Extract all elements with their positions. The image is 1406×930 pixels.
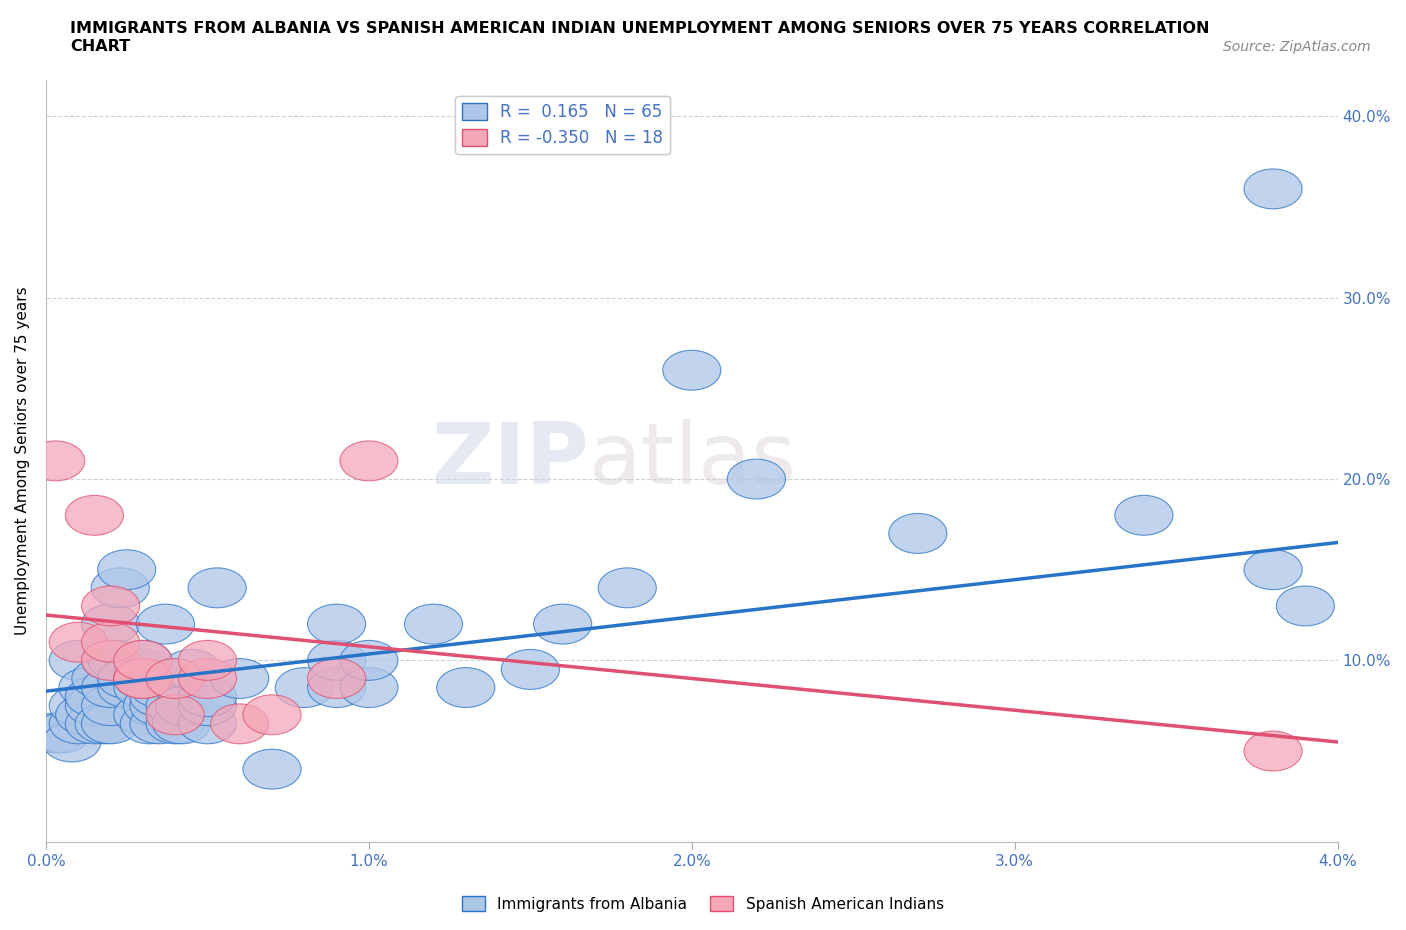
Ellipse shape — [34, 713, 91, 753]
Ellipse shape — [49, 685, 107, 725]
Ellipse shape — [179, 641, 236, 681]
Ellipse shape — [146, 695, 204, 735]
Ellipse shape — [162, 649, 221, 689]
Ellipse shape — [49, 704, 107, 744]
Ellipse shape — [49, 622, 107, 662]
Ellipse shape — [114, 641, 172, 681]
Ellipse shape — [114, 668, 172, 708]
Legend: Immigrants from Albania, Spanish American Indians: Immigrants from Albania, Spanish America… — [456, 889, 950, 918]
Ellipse shape — [146, 658, 204, 698]
Ellipse shape — [114, 641, 172, 681]
Legend: R =  0.165   N = 65, R = -0.350   N = 18: R = 0.165 N = 65, R = -0.350 N = 18 — [456, 96, 671, 154]
Ellipse shape — [89, 641, 146, 681]
Ellipse shape — [91, 568, 149, 608]
Ellipse shape — [179, 685, 236, 725]
Ellipse shape — [114, 649, 172, 689]
Ellipse shape — [27, 441, 84, 481]
Ellipse shape — [75, 704, 134, 744]
Ellipse shape — [1277, 586, 1334, 626]
Ellipse shape — [211, 704, 269, 744]
Ellipse shape — [129, 668, 188, 708]
Ellipse shape — [179, 704, 236, 744]
Ellipse shape — [124, 685, 181, 725]
Ellipse shape — [82, 586, 139, 626]
Ellipse shape — [82, 704, 139, 744]
Ellipse shape — [82, 668, 139, 708]
Text: CHART: CHART — [70, 39, 131, 54]
Ellipse shape — [114, 658, 172, 698]
Ellipse shape — [56, 695, 114, 735]
Ellipse shape — [179, 658, 236, 698]
Text: atlas: atlas — [589, 419, 796, 502]
Ellipse shape — [65, 685, 124, 725]
Ellipse shape — [82, 685, 139, 725]
Text: IMMIGRANTS FROM ALBANIA VS SPANISH AMERICAN INDIAN UNEMPLOYMENT AMONG SENIORS OV: IMMIGRANTS FROM ALBANIA VS SPANISH AMERI… — [70, 20, 1209, 35]
Ellipse shape — [42, 722, 101, 762]
Ellipse shape — [308, 668, 366, 708]
Ellipse shape — [82, 641, 139, 681]
Ellipse shape — [97, 550, 156, 590]
Ellipse shape — [340, 441, 398, 481]
Ellipse shape — [136, 604, 194, 644]
Ellipse shape — [598, 568, 657, 608]
Text: ZIP: ZIP — [430, 419, 589, 502]
Ellipse shape — [308, 641, 366, 681]
Ellipse shape — [727, 459, 786, 499]
Ellipse shape — [121, 704, 179, 744]
Ellipse shape — [1115, 496, 1173, 536]
Ellipse shape — [146, 658, 204, 698]
Ellipse shape — [27, 713, 84, 753]
Ellipse shape — [146, 704, 204, 744]
Ellipse shape — [65, 496, 124, 536]
Ellipse shape — [114, 658, 172, 698]
Ellipse shape — [308, 658, 366, 698]
Ellipse shape — [82, 641, 139, 681]
Ellipse shape — [276, 668, 333, 708]
Ellipse shape — [82, 622, 139, 662]
Ellipse shape — [152, 704, 211, 744]
Ellipse shape — [65, 677, 124, 717]
Ellipse shape — [308, 604, 366, 644]
Ellipse shape — [82, 604, 139, 644]
Ellipse shape — [533, 604, 592, 644]
Ellipse shape — [188, 568, 246, 608]
Ellipse shape — [1244, 550, 1302, 590]
Ellipse shape — [156, 685, 214, 725]
Y-axis label: Unemployment Among Seniors over 75 years: Unemployment Among Seniors over 75 years — [15, 286, 30, 635]
Ellipse shape — [889, 513, 946, 553]
Ellipse shape — [340, 641, 398, 681]
Ellipse shape — [340, 668, 398, 708]
Ellipse shape — [405, 604, 463, 644]
Ellipse shape — [1244, 169, 1302, 209]
Text: Source: ZipAtlas.com: Source: ZipAtlas.com — [1223, 40, 1371, 54]
Ellipse shape — [114, 695, 172, 735]
Ellipse shape — [1244, 731, 1302, 771]
Ellipse shape — [502, 649, 560, 689]
Ellipse shape — [114, 658, 172, 698]
Ellipse shape — [59, 668, 117, 708]
Ellipse shape — [97, 658, 156, 698]
Ellipse shape — [662, 351, 721, 391]
Ellipse shape — [146, 685, 204, 725]
Ellipse shape — [49, 641, 107, 681]
Ellipse shape — [243, 750, 301, 790]
Ellipse shape — [179, 677, 236, 717]
Ellipse shape — [129, 677, 188, 717]
Ellipse shape — [437, 668, 495, 708]
Ellipse shape — [129, 704, 188, 744]
Ellipse shape — [243, 695, 301, 735]
Ellipse shape — [97, 668, 156, 708]
Ellipse shape — [65, 704, 124, 744]
Ellipse shape — [129, 685, 188, 725]
Ellipse shape — [211, 658, 269, 698]
Ellipse shape — [72, 658, 129, 698]
